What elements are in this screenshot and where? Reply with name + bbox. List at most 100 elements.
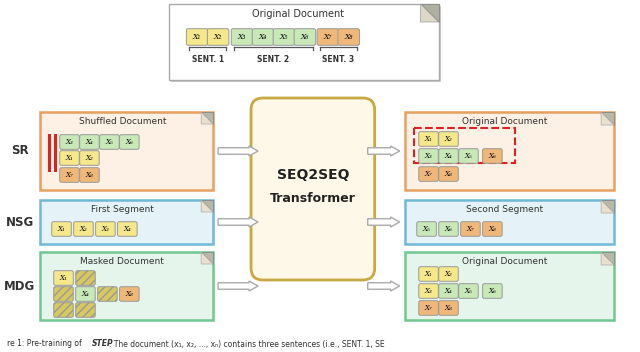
FancyBboxPatch shape — [120, 287, 139, 301]
Text: X₁: X₁ — [66, 154, 74, 162]
Text: First Segment: First Segment — [91, 205, 154, 214]
FancyBboxPatch shape — [439, 132, 458, 146]
FancyArrow shape — [218, 217, 258, 227]
FancyBboxPatch shape — [439, 222, 458, 236]
FancyBboxPatch shape — [186, 29, 208, 45]
Text: Transformer: Transformer — [270, 193, 356, 206]
FancyBboxPatch shape — [118, 222, 137, 236]
Text: X₆: X₆ — [445, 225, 452, 233]
Text: X₁: X₁ — [425, 270, 433, 278]
Text: X₆: X₆ — [488, 152, 496, 160]
Text: MDG: MDG — [4, 279, 35, 293]
Text: SENT. 3: SENT. 3 — [322, 55, 355, 64]
Text: X₂: X₂ — [445, 270, 452, 278]
Text: X₄: X₄ — [124, 225, 131, 233]
FancyBboxPatch shape — [404, 112, 614, 190]
FancyBboxPatch shape — [251, 98, 374, 280]
FancyBboxPatch shape — [439, 167, 458, 181]
Text: X₅: X₅ — [422, 225, 431, 233]
Text: X₂: X₂ — [214, 33, 222, 41]
Text: X₇: X₇ — [467, 225, 474, 233]
Bar — [54, 134, 57, 172]
Text: X₃: X₃ — [425, 152, 433, 160]
FancyArrow shape — [368, 281, 399, 291]
FancyBboxPatch shape — [419, 149, 438, 163]
FancyBboxPatch shape — [419, 267, 438, 281]
FancyBboxPatch shape — [439, 301, 458, 315]
Text: X₄: X₄ — [81, 290, 90, 298]
Text: STEP: STEP — [92, 339, 113, 348]
FancyBboxPatch shape — [79, 151, 99, 165]
Polygon shape — [420, 4, 438, 22]
FancyBboxPatch shape — [273, 29, 294, 45]
FancyBboxPatch shape — [100, 135, 119, 149]
FancyArrow shape — [368, 217, 399, 227]
Text: X₁: X₁ — [193, 33, 202, 41]
Polygon shape — [601, 252, 614, 265]
Text: X₅: X₅ — [280, 33, 288, 41]
Text: X₆: X₆ — [488, 287, 496, 295]
Polygon shape — [601, 200, 614, 213]
FancyBboxPatch shape — [419, 301, 438, 315]
FancyBboxPatch shape — [439, 149, 458, 163]
Text: SEQ2SEQ: SEQ2SEQ — [276, 168, 349, 182]
FancyBboxPatch shape — [317, 29, 339, 45]
FancyBboxPatch shape — [74, 222, 93, 236]
Text: X₃: X₃ — [66, 138, 74, 146]
FancyBboxPatch shape — [76, 287, 95, 301]
FancyBboxPatch shape — [294, 29, 316, 45]
Text: X₂: X₂ — [86, 154, 93, 162]
FancyBboxPatch shape — [461, 222, 480, 236]
Text: X₁: X₁ — [58, 225, 65, 233]
Text: X₇: X₇ — [66, 171, 74, 179]
FancyBboxPatch shape — [439, 284, 458, 298]
FancyBboxPatch shape — [40, 252, 213, 320]
FancyArrow shape — [218, 146, 258, 156]
FancyBboxPatch shape — [483, 149, 502, 163]
Text: SENT. 1: SENT. 1 — [191, 55, 224, 64]
Polygon shape — [601, 112, 614, 125]
Text: X₄: X₄ — [259, 33, 267, 41]
FancyBboxPatch shape — [417, 222, 436, 236]
Bar — [47, 134, 51, 172]
Polygon shape — [201, 112, 213, 124]
FancyBboxPatch shape — [95, 222, 115, 236]
Text: X₈: X₈ — [86, 171, 93, 179]
Text: X₈: X₈ — [445, 304, 452, 312]
FancyBboxPatch shape — [404, 200, 614, 244]
FancyBboxPatch shape — [40, 112, 213, 190]
Text: X₂: X₂ — [79, 225, 87, 233]
FancyBboxPatch shape — [54, 287, 74, 301]
Text: X₇: X₇ — [324, 33, 332, 41]
FancyBboxPatch shape — [459, 149, 478, 163]
Text: SR: SR — [11, 145, 28, 157]
Text: X₃: X₃ — [102, 225, 109, 233]
Text: X₆: X₆ — [301, 33, 309, 41]
Text: X₁: X₁ — [425, 135, 433, 143]
FancyBboxPatch shape — [60, 168, 79, 182]
FancyBboxPatch shape — [252, 29, 274, 45]
Text: X₂: X₂ — [445, 135, 452, 143]
Polygon shape — [201, 200, 213, 212]
Text: X₃: X₃ — [238, 33, 246, 41]
Polygon shape — [201, 200, 213, 212]
Text: X₇: X₇ — [425, 170, 433, 178]
Polygon shape — [601, 112, 614, 125]
Polygon shape — [601, 200, 614, 213]
FancyBboxPatch shape — [79, 168, 99, 182]
Text: Original Document: Original Document — [462, 117, 548, 126]
FancyBboxPatch shape — [76, 271, 95, 285]
FancyBboxPatch shape — [76, 303, 95, 317]
Text: re 1: Pre-training of: re 1: Pre-training of — [6, 339, 84, 348]
Polygon shape — [201, 252, 213, 264]
FancyBboxPatch shape — [54, 303, 74, 317]
Text: NSG: NSG — [6, 215, 34, 228]
Text: Masked Document: Masked Document — [81, 257, 164, 265]
FancyBboxPatch shape — [439, 267, 458, 281]
Polygon shape — [420, 4, 438, 22]
FancyBboxPatch shape — [54, 271, 74, 285]
Polygon shape — [201, 252, 213, 264]
Text: X₄: X₄ — [445, 152, 452, 160]
Text: X₆: X₆ — [125, 138, 133, 146]
FancyBboxPatch shape — [419, 132, 438, 146]
